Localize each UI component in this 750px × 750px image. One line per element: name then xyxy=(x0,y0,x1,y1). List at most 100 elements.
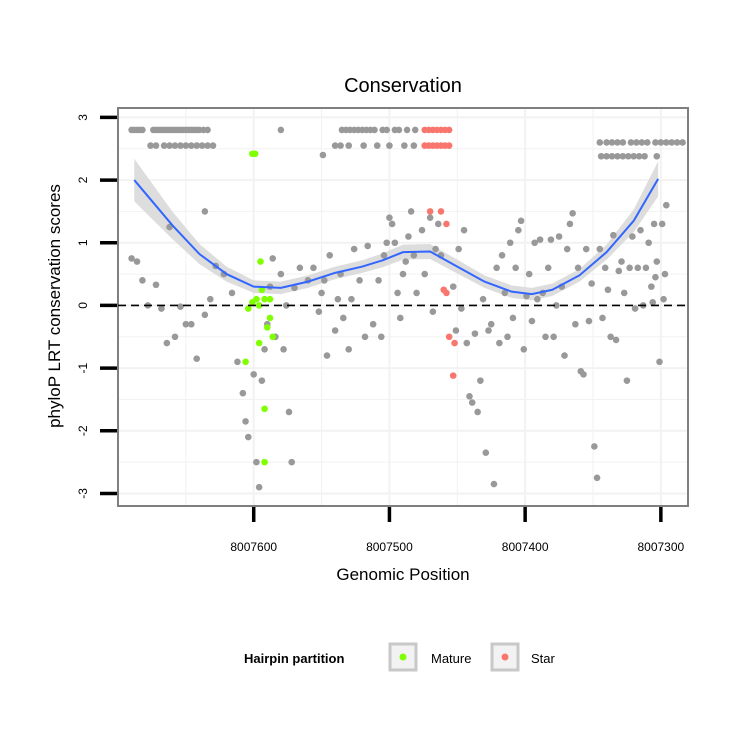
point-other xyxy=(485,327,492,334)
point-other xyxy=(323,352,331,359)
point-other xyxy=(656,358,663,366)
point-mature xyxy=(244,305,252,312)
x-tick-label: 8007400 xyxy=(502,540,549,554)
point-other xyxy=(638,139,646,146)
point-other xyxy=(413,289,420,297)
point-other xyxy=(631,305,639,312)
point-other xyxy=(391,239,399,247)
point-other xyxy=(139,126,146,134)
y-tick-label: 3 xyxy=(76,114,90,121)
point-other xyxy=(373,142,381,149)
point-star xyxy=(443,220,450,228)
point-other xyxy=(434,220,442,228)
point-other xyxy=(585,317,593,325)
point-other xyxy=(542,333,549,341)
point-other xyxy=(399,270,407,278)
point-other xyxy=(339,314,347,322)
point-other xyxy=(471,330,479,337)
point-other xyxy=(662,201,670,209)
point-star xyxy=(449,372,457,379)
point-other xyxy=(515,226,522,234)
point-other xyxy=(544,264,552,272)
point-other xyxy=(239,389,247,397)
point-star xyxy=(437,208,445,215)
point-other xyxy=(204,126,211,134)
x-tick-label: 8007300 xyxy=(637,540,684,554)
point-other xyxy=(360,142,367,149)
point-other xyxy=(402,258,410,265)
point-other xyxy=(653,152,661,160)
point-other xyxy=(517,217,525,225)
point-other xyxy=(528,317,536,325)
point-other xyxy=(633,139,640,146)
point-other xyxy=(201,311,209,319)
point-other xyxy=(337,142,344,149)
point-other xyxy=(432,245,439,253)
point-other xyxy=(394,289,401,297)
point-other xyxy=(614,152,621,160)
point-other xyxy=(371,126,378,134)
point-star xyxy=(445,333,453,341)
point-other xyxy=(152,142,160,149)
point-other xyxy=(591,443,598,450)
point-other xyxy=(536,236,544,243)
point-other xyxy=(490,480,498,488)
point-other xyxy=(496,339,503,347)
point-other xyxy=(652,139,659,146)
point-other xyxy=(261,346,268,353)
point-other xyxy=(318,289,325,297)
y-tick-label: 2 xyxy=(76,176,90,183)
point-other xyxy=(460,226,468,234)
point-other xyxy=(463,339,471,347)
point-mature xyxy=(251,150,259,158)
point-other xyxy=(588,280,595,287)
point-other xyxy=(650,220,658,228)
point-other xyxy=(653,258,661,265)
point-mature xyxy=(258,286,266,294)
point-other xyxy=(599,314,606,322)
point-other xyxy=(615,267,623,275)
point-other xyxy=(187,320,195,328)
point-mature xyxy=(249,298,256,306)
point-other xyxy=(534,295,541,303)
point-other xyxy=(660,295,667,303)
y-tick-label: -2 xyxy=(76,425,90,436)
point-other xyxy=(380,251,388,259)
points-group xyxy=(128,126,686,491)
point-other xyxy=(182,142,190,149)
point-other xyxy=(128,255,135,262)
point-mature xyxy=(255,302,263,309)
point-other xyxy=(187,142,195,149)
point-other xyxy=(244,433,252,441)
point-other xyxy=(468,399,476,406)
point-other xyxy=(158,305,165,312)
point-other xyxy=(386,142,393,149)
point-other xyxy=(147,142,154,149)
point-other xyxy=(277,126,285,134)
point-other xyxy=(512,264,519,272)
point-other xyxy=(171,142,179,149)
point-other xyxy=(139,277,146,284)
point-other xyxy=(280,346,287,353)
point-other xyxy=(501,289,509,297)
point-other xyxy=(386,214,393,221)
point-other xyxy=(574,264,582,272)
point-star xyxy=(445,126,453,134)
point-other xyxy=(407,208,415,215)
point-other xyxy=(177,303,184,310)
point-other xyxy=(643,139,651,146)
point-other xyxy=(563,245,571,253)
point-other xyxy=(369,320,377,328)
point-other xyxy=(356,277,363,284)
point-other xyxy=(152,281,160,289)
point-other xyxy=(429,308,437,316)
point-other xyxy=(658,220,666,228)
point-other xyxy=(326,251,334,259)
point-other xyxy=(426,214,434,221)
point-other xyxy=(637,226,644,234)
point-other xyxy=(597,152,605,160)
point-other xyxy=(396,314,404,322)
point-other xyxy=(455,245,462,253)
point-other xyxy=(604,286,612,294)
